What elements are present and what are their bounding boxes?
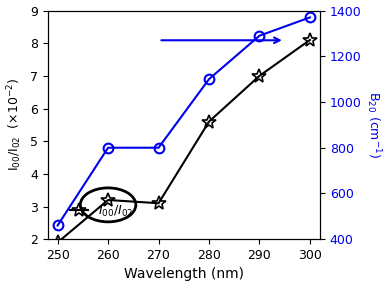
X-axis label: Wavelength (nm): Wavelength (nm) <box>124 267 244 282</box>
Y-axis label: I$_{00}$/I$_{02}$  (×10$^{-2}$): I$_{00}$/I$_{02}$ (×10$^{-2}$) <box>5 78 24 171</box>
B$_{20}$ <box>207 77 211 81</box>
$I_{00}/I_{02}$ <box>106 198 111 202</box>
B$_{20}$ <box>308 16 312 19</box>
$I_{00}/I_{02}$ <box>55 241 60 244</box>
$I_{00}/I_{02}$ <box>308 38 312 42</box>
B$_{20}$ <box>106 146 111 150</box>
B$_{20}$ <box>257 34 262 37</box>
$I_{00}/I_{02}$ <box>257 74 262 77</box>
Line: B$_{20}$: B$_{20}$ <box>53 13 315 230</box>
Legend: $I_{00}/I_{02}$: $I_{00}/I_{02}$ <box>65 199 139 224</box>
Legend:  <box>199 18 210 29</box>
$I_{00}/I_{02}$ <box>156 201 161 205</box>
Line: $I_{00}/I_{02}$: $I_{00}/I_{02}$ <box>51 33 317 249</box>
B$_{20}$ <box>156 146 161 150</box>
Y-axis label: B$_{20}$ (cm$^{-1}$): B$_{20}$ (cm$^{-1}$) <box>364 91 383 158</box>
B$_{20}$ <box>55 224 60 227</box>
$I_{00}/I_{02}$ <box>207 120 211 123</box>
